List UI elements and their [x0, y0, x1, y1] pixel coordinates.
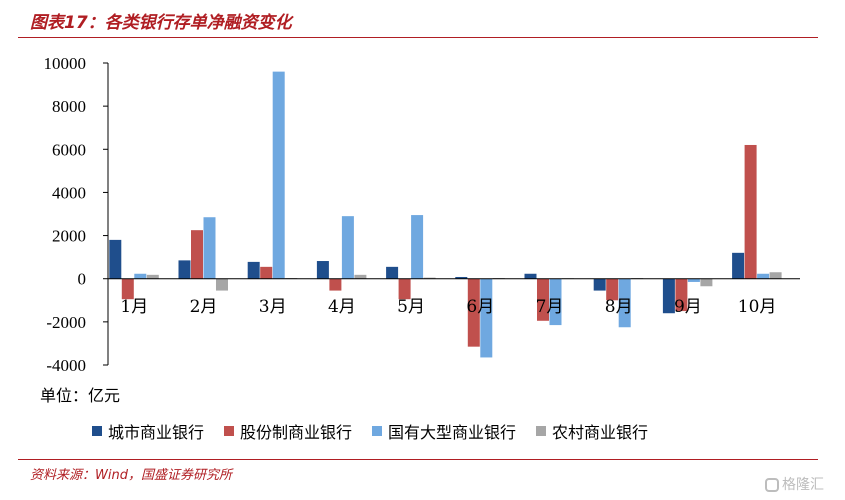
bar-4 [215, 278, 228, 291]
bar-2 [606, 278, 619, 301]
y-tick-label: -2000 [46, 313, 86, 332]
bar-4 [700, 278, 713, 287]
y-tick-label: -4000 [46, 356, 86, 375]
bar-2 [675, 278, 688, 312]
legend-swatch [224, 426, 235, 436]
bar-3 [272, 71, 285, 279]
x-axis-labels: 1月 2月 3月 4月 5月 6月 7月 8月 9月 10月 [120, 297, 776, 317]
x-tick-label: 8月 [605, 297, 633, 317]
x-tick-label: 1月 [120, 297, 148, 317]
legend-label: 城市商业银行 [108, 423, 205, 442]
title-divider [18, 37, 818, 38]
y-tick-label: 6000 [52, 140, 86, 159]
legend-label: 股份制商业银行 [240, 423, 353, 442]
watermark-logo-icon [765, 478, 779, 492]
bar-4 [423, 277, 436, 279]
x-tick-label: 10月 [738, 297, 777, 317]
bar-4 [146, 274, 159, 279]
bar-2 [121, 278, 134, 300]
bar-1 [316, 261, 329, 279]
legend-swatch [372, 426, 383, 436]
unit-label: 单位：亿元 [40, 386, 121, 405]
y-tick-label: 10000 [44, 54, 87, 73]
y-tick-label: 8000 [52, 97, 86, 116]
x-tick-label: 5月 [397, 297, 425, 317]
legend-swatch [92, 426, 102, 436]
bar-4 [354, 274, 367, 279]
legend-label: 农村商业银行 [552, 423, 649, 442]
bar-3 [757, 273, 770, 279]
x-tick-label: 9月 [674, 297, 702, 317]
y-tick-label: 2000 [52, 227, 86, 246]
axes [107, 63, 800, 365]
x-tick-label: 3月 [259, 297, 287, 317]
bars [109, 71, 782, 358]
bar-2 [190, 230, 203, 279]
y-axis-ticks: -4000 -2000 0 2000 4000 6000 8000 10000 [44, 54, 108, 375]
y-tick-label: 4000 [52, 183, 86, 202]
bar-1 [732, 252, 745, 279]
bar-1 [593, 278, 606, 291]
bar-2 [260, 266, 273, 279]
bar-3 [549, 278, 562, 326]
bar-1 [109, 239, 122, 279]
bar-3 [203, 217, 216, 279]
legend-item: 股份制商业银行 [224, 419, 352, 443]
watermark-text: 格隆汇 [782, 477, 824, 493]
bar-2 [329, 278, 342, 291]
bar-3 [480, 278, 493, 358]
watermark: 格隆汇 [765, 474, 824, 494]
legend-item: 国有大型商业银行 [372, 419, 516, 443]
bar-1 [524, 273, 537, 279]
source-divider [18, 459, 818, 460]
x-tick-label: 2月 [190, 297, 218, 317]
bar-4 [769, 272, 782, 279]
x-tick-label: 6月 [466, 297, 494, 317]
bar-1 [455, 276, 468, 279]
bar-3 [134, 273, 147, 279]
legend-label: 国有大型商业银行 [388, 423, 517, 442]
source-note: 资料来源：Wind，国盛证券研究所 [30, 468, 232, 483]
bar-1 [178, 260, 191, 279]
y-tick-label: 0 [78, 270, 87, 289]
bar-3 [341, 216, 354, 279]
bar-2 [536, 278, 549, 321]
legend-item: 城市商业银行 [92, 419, 204, 443]
bar-1 [386, 266, 399, 279]
bar-3 [618, 278, 631, 328]
bar-3 [411, 215, 424, 279]
bar-1 [247, 261, 260, 279]
bar-3 [687, 278, 700, 282]
legend-swatch [536, 426, 547, 436]
bar-2 [744, 144, 757, 279]
x-tick-label: 4月 [328, 297, 356, 317]
legend: 城市商业银行 股份制商业银行 国有大型商业银行 农村商业银行 [92, 419, 648, 443]
bar-2 [398, 278, 411, 300]
bar-1 [662, 278, 675, 314]
legend-item: 农村商业银行 [536, 419, 648, 443]
x-tick-label: 7月 [536, 297, 564, 317]
bar-2 [467, 278, 480, 347]
chart-title: 图表17：各类银行存单净融资变化 [30, 13, 292, 33]
